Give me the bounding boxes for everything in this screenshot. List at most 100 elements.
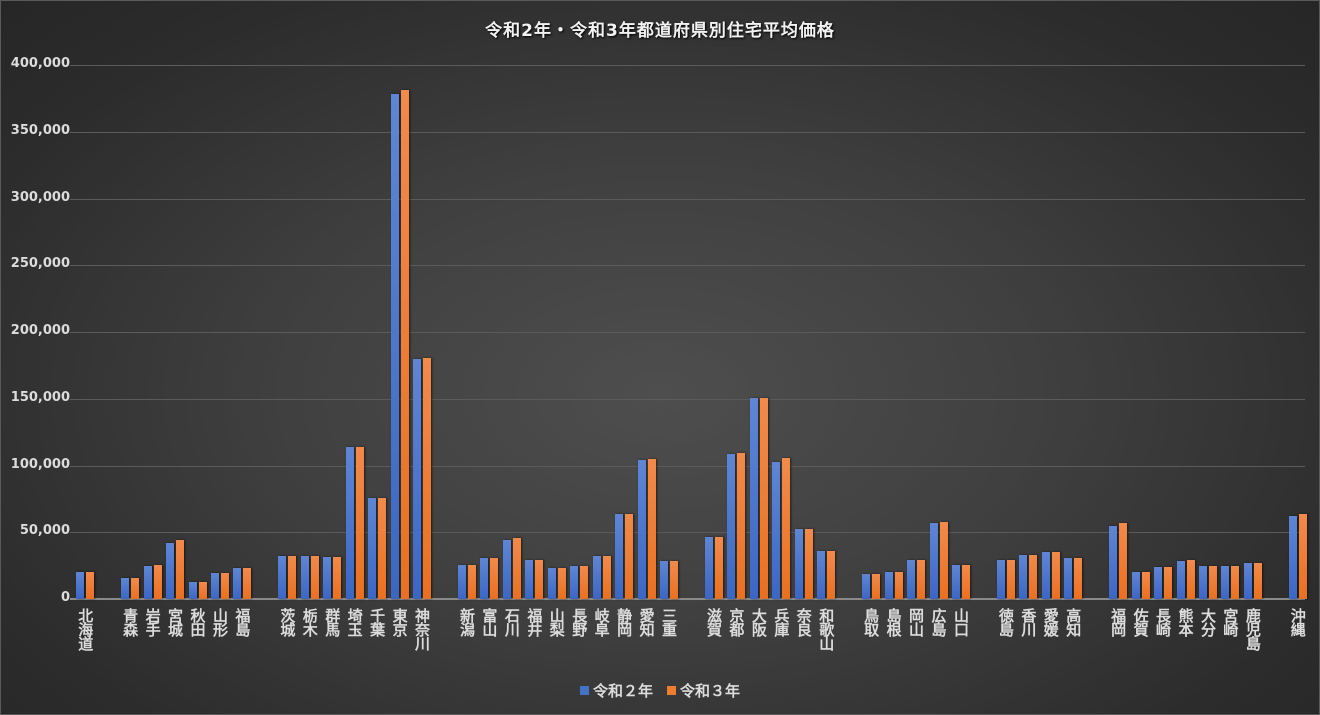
bar-r3 (940, 522, 948, 599)
x-tick-label: 岡山 (907, 608, 925, 636)
x-tick-label: 長野 (570, 608, 588, 636)
chart-title: 令和2年・令和3年都道府県別住宅平均価格 (0, 16, 1320, 41)
bar-r3 (558, 568, 566, 599)
bar-r2 (1177, 561, 1185, 599)
bar-r2 (76, 572, 84, 599)
bar-r3 (131, 578, 139, 599)
bar-r2 (548, 568, 556, 599)
x-tick-label: 福岡 (1109, 608, 1127, 636)
bar-r3 (378, 498, 386, 599)
x-tick-label: 茨城 (278, 608, 296, 636)
x-tick-label: 千葉 (368, 608, 386, 636)
bar-r3 (603, 556, 611, 599)
x-tick-label: 岐阜 (593, 608, 611, 636)
bar-r2 (1154, 567, 1162, 599)
bar-r3 (535, 560, 543, 599)
x-tick-label: 北海道 (76, 608, 94, 650)
bar-r2 (1244, 563, 1252, 599)
legend: 令和２年 令和３年 (0, 680, 1320, 701)
bar-r3 (737, 453, 745, 599)
x-tick-label: 和歌山 (817, 608, 835, 650)
gridline (70, 332, 1305, 333)
x-tick-label: 佐賀 (1132, 608, 1150, 636)
bar-r3 (917, 560, 925, 599)
y-tick-label: 200,000 (0, 323, 70, 338)
bar-r3 (827, 551, 835, 599)
bar-r3 (243, 568, 251, 599)
bar-r2 (907, 560, 915, 599)
bar-r2 (1109, 526, 1117, 599)
x-tick-label: 岩手 (144, 608, 162, 636)
bar-r3 (288, 556, 296, 599)
bar-r2 (144, 566, 152, 599)
bar-r2 (525, 560, 533, 599)
bar-r3 (86, 572, 94, 599)
bar-r3 (805, 529, 813, 599)
bar-r3 (782, 458, 790, 600)
x-tick-label: 栃木 (301, 608, 319, 636)
bar-r3 (356, 447, 364, 599)
x-tick-label: 鳥取 (862, 608, 880, 636)
bar-r3 (1164, 567, 1172, 599)
bar-r2 (997, 560, 1005, 599)
bar-r3 (176, 540, 184, 599)
bar-r2 (660, 561, 668, 599)
bar-r2 (278, 556, 286, 599)
bar-r3 (401, 90, 409, 599)
x-tick-label: 富山 (480, 608, 498, 636)
x-tick-label: 高知 (1064, 608, 1082, 636)
bar-r3 (513, 538, 521, 599)
bar-r2 (1289, 516, 1297, 599)
x-tick-label: 愛媛 (1042, 608, 1060, 636)
x-tick-label: 宮崎 (1221, 608, 1239, 636)
bar-r2 (705, 537, 713, 599)
bar-r3 (1074, 558, 1082, 599)
x-tick-label: 大阪 (750, 608, 768, 636)
x-tick-label: 福島 (233, 608, 251, 636)
x-tick-label: 京都 (727, 608, 745, 636)
bar-r2 (1064, 558, 1072, 599)
x-tick-label: 沖縄 (1289, 608, 1307, 636)
bar-r2 (638, 460, 646, 599)
x-tick-label: 秋田 (189, 608, 207, 636)
bar-r2 (301, 556, 309, 599)
bar-r2 (368, 498, 376, 599)
x-tick-label: 静岡 (615, 608, 633, 636)
bar-r3 (1299, 514, 1307, 599)
bar-r3 (311, 556, 319, 599)
x-tick-label: 滋賀 (705, 608, 723, 636)
gridline (70, 65, 1305, 66)
y-tick-label: 400,000 (0, 56, 70, 71)
bar-r2 (323, 557, 331, 599)
bar-r2 (413, 359, 421, 599)
bar-r3 (221, 573, 229, 599)
legend-swatch-orange (667, 686, 676, 695)
y-tick-label: 0 (0, 590, 70, 605)
x-tick-label: 熊本 (1177, 608, 1195, 636)
x-tick-label: 愛知 (638, 608, 656, 636)
bar-r3 (1029, 555, 1037, 599)
y-tick-label: 250,000 (0, 256, 70, 271)
bar-r2 (503, 540, 511, 599)
bar-r2 (391, 94, 399, 599)
bar-r2 (1199, 566, 1207, 599)
x-tick-label: 長崎 (1154, 608, 1172, 636)
bar-r2 (750, 398, 758, 599)
bar-r3 (760, 398, 768, 599)
bar-r3 (490, 558, 498, 599)
bar-r2 (930, 523, 938, 599)
bar-r3 (423, 358, 431, 599)
bar-r2 (1042, 552, 1050, 599)
bar-r3 (1052, 552, 1060, 599)
x-tick-label: 島根 (885, 608, 903, 636)
bar-r3 (199, 582, 207, 599)
legend-item-r2: 令和２年 (580, 680, 653, 701)
x-tick-label: 三重 (660, 608, 678, 636)
bar-r2 (952, 565, 960, 599)
x-tick-label: 埼玉 (346, 608, 364, 636)
legend-label: 令和３年 (680, 680, 740, 701)
bar-r2 (189, 582, 197, 599)
x-tick-label: 大分 (1199, 608, 1217, 636)
gridline (70, 132, 1305, 133)
x-tick-label: 青森 (121, 608, 139, 636)
